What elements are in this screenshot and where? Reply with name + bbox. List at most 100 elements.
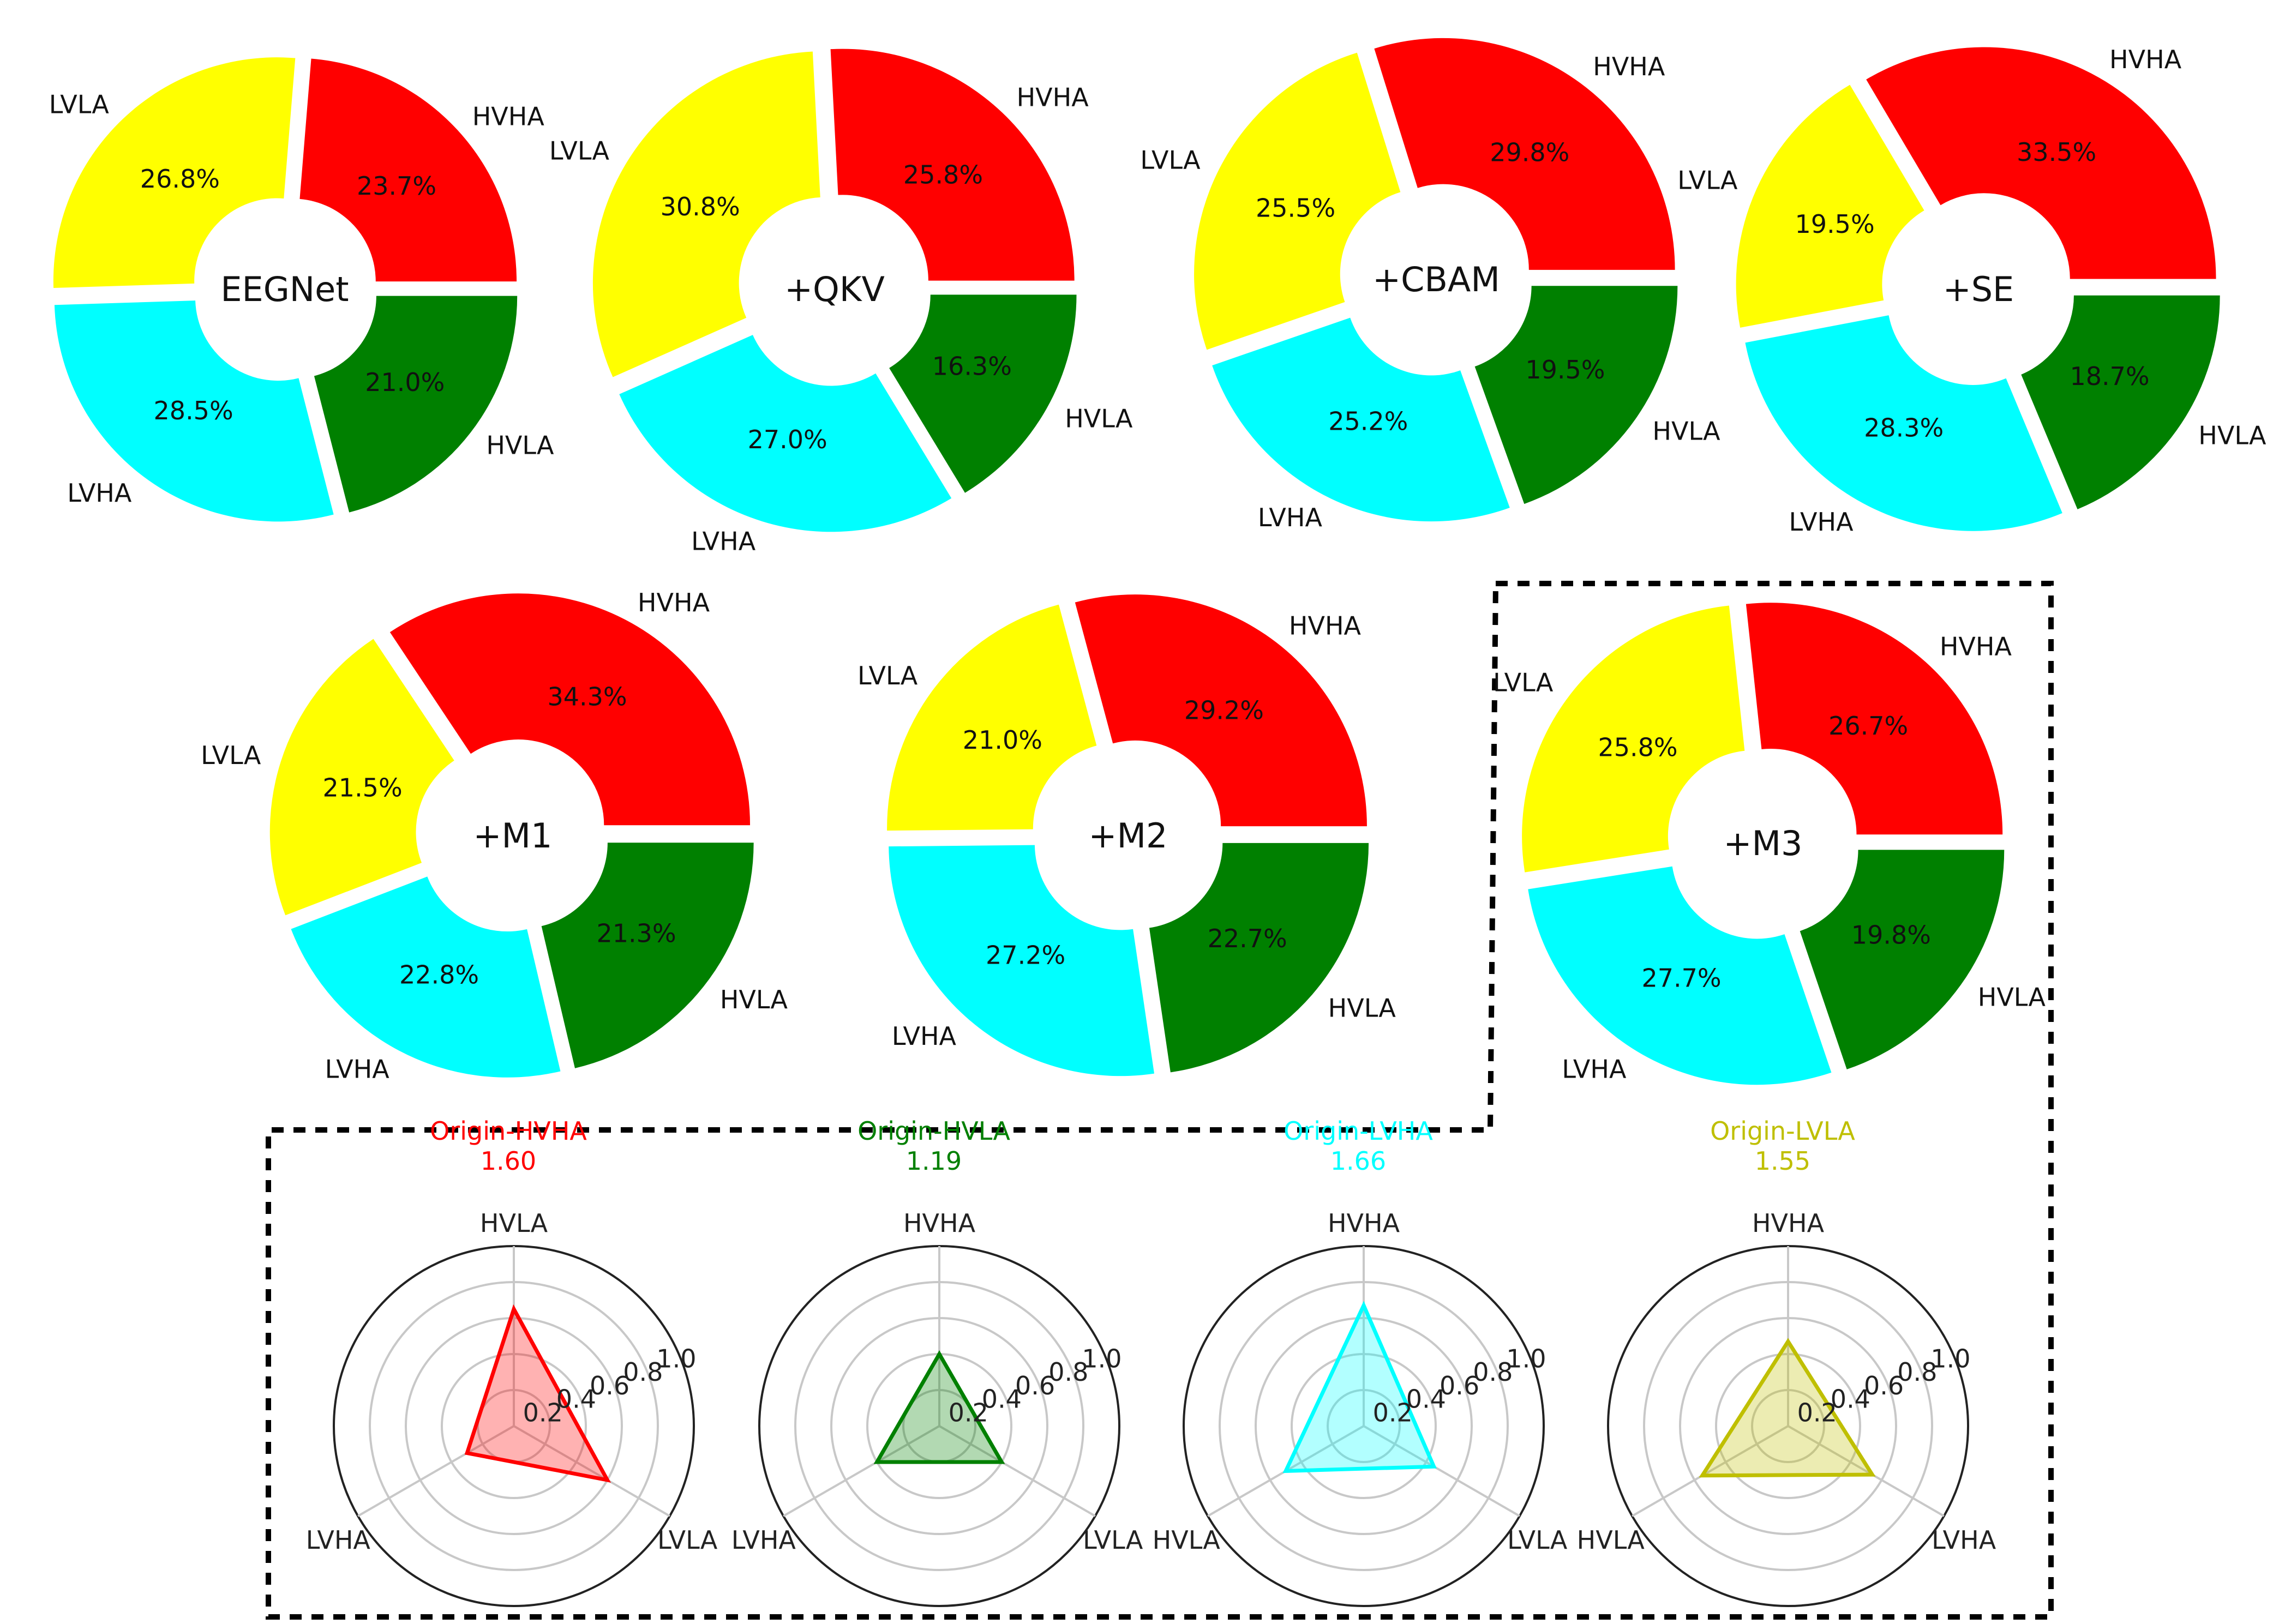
- pie-chart-4: 33.5% HVHA 19.5% LVLA 28.3% LVHA 18.7% HVLA +SE: [1677, 45, 2266, 537]
- pie-chart-1: 23.7% HVHA 26.8% LVLA 28.5% LVHA 21.0% HVLA EEGN…: [49, 57, 554, 522]
- pie-category-label: HVLA: [486, 430, 554, 460]
- pie-slice-hvha: [1866, 47, 2216, 279]
- pie-category-label: HVLA: [1978, 982, 2046, 1012]
- pie-chart-2: 25.8% HVHA 30.8% LVLA 27.0% LVHA 16.3% HVLA +QKV: [549, 49, 1133, 556]
- pie-slice-hvla: [1800, 850, 2005, 1069]
- radar-title: Origin-LVLA: [1710, 1116, 1855, 1146]
- pie-value-label: 27.2%: [986, 941, 1065, 970]
- radar-tick-label: 0.2: [1797, 1398, 1837, 1427]
- radar-tick-label: 0.8: [1048, 1357, 1088, 1387]
- radar-chart-4: 0.20.40.60.81.0 HVHA HVLA LVHA Origin-LVLA1.…: [1577, 1116, 1996, 1607]
- pie-category-label: HVLA: [1328, 994, 1396, 1023]
- pie-slice-lvha: [619, 335, 952, 532]
- radar-chart-3: 0.20.40.60.81.0 HVHA HVLA LVLA Origin-LVHA1.…: [1153, 1116, 1568, 1607]
- radar-data-polygon: [1282, 1301, 1437, 1473]
- pie-slice-hvla: [889, 294, 1077, 493]
- radar-data-polygon: [873, 1350, 1005, 1464]
- pie-category-label: HVLA: [1652, 417, 1720, 446]
- radar-tick-label: 0.2: [1373, 1398, 1413, 1427]
- radar-axis-label: LVLA: [1507, 1525, 1568, 1555]
- pie-slice-lvla: [1522, 605, 1745, 873]
- pie-slice-lvla: [887, 604, 1097, 831]
- pie-category-label: LVHA: [1789, 507, 1854, 537]
- pie-category-label: LVLA: [1140, 145, 1201, 175]
- pie-category-label: LVLA: [201, 741, 261, 770]
- radar-title: Origin-HVHA: [430, 1116, 587, 1146]
- pie-value-label: 19.5%: [1525, 355, 1605, 384]
- radar-axis-label: HVHA: [903, 1208, 976, 1238]
- pie-category-label: LVLA: [549, 136, 610, 166]
- pie-value-label: 25.5%: [1256, 194, 1335, 223]
- radar-spoke: [1363, 1425, 1520, 1517]
- pie-category-label: LVLA: [49, 89, 110, 119]
- pie-chart-3: 29.8% HVHA 25.5% LVLA 25.2% LVHA 19.5% HVLA +CBA…: [1140, 38, 1720, 532]
- pie-value-label: 34.3%: [547, 682, 627, 711]
- radar-tick-label: 0.4: [1831, 1385, 1870, 1414]
- pie-category-label: LVHA: [1258, 503, 1323, 532]
- radar-data-polygon: [1699, 1338, 1876, 1478]
- pie-slice-lvha: [889, 845, 1154, 1076]
- pie-slice-lvla: [592, 51, 820, 377]
- radar-score: 1.19: [906, 1146, 962, 1176]
- radar-spoke: [938, 1425, 1096, 1517]
- radar-title: Origin-HVLA: [857, 1116, 1010, 1146]
- pie-category-label: HVHA: [1593, 52, 1665, 81]
- radar-spoke: [783, 1425, 940, 1517]
- pie-value-label: 33.5%: [2017, 137, 2096, 167]
- pie-value-label: 21.3%: [596, 918, 676, 948]
- radar-spoke: [513, 1425, 670, 1517]
- radar-tick-label: 0.4: [982, 1385, 1022, 1414]
- radar-tick-label: 0.2: [949, 1398, 988, 1427]
- pie-category-label: LVLA: [1677, 166, 1738, 195]
- pie-chart-7: 26.7% HVHA 25.8% LVLA 27.7% LVHA 19.8% HVLA +M3: [1493, 603, 2046, 1085]
- pie-slice-hvha: [1746, 603, 2003, 835]
- radar-axis-label: LVHA: [1932, 1525, 1996, 1555]
- radar-tick-label: 1.0: [1082, 1344, 1121, 1373]
- pie-value-label: 28.3%: [1864, 413, 1944, 443]
- radar-axis-label: HVLA: [1577, 1525, 1645, 1555]
- pie-slice-lvla: [269, 639, 454, 916]
- radar-spoke: [357, 1425, 514, 1517]
- pie-slice-hvla: [1474, 286, 1678, 504]
- pie-slice-hvha: [1075, 594, 1367, 827]
- pie-category-label: HVHA: [2109, 45, 2182, 74]
- pie-category-label: HVLA: [1065, 404, 1133, 434]
- radar-score: 1.60: [481, 1146, 536, 1176]
- pie-category-label: HVHA: [638, 588, 710, 617]
- radar-data-polygon: [464, 1304, 611, 1483]
- pie-slice-hvha: [1374, 38, 1675, 270]
- pie-center-title: EEGNet: [220, 269, 349, 309]
- pie-category-label: HVHA: [1940, 632, 2012, 661]
- radar-score: 1.55: [1755, 1146, 1810, 1176]
- radar-axis-label: LVHA: [731, 1525, 796, 1555]
- pie-value-label: 30.8%: [661, 192, 740, 221]
- charts-layer: 23.7% HVHA 26.8% LVLA 28.5% LVHA 21.0% HVLA EEGN…: [49, 38, 2266, 1607]
- pie-value-label: 25.2%: [1328, 407, 1408, 436]
- radar-tick-label: 0.2: [523, 1398, 563, 1427]
- radar-tick-label: 0.8: [1897, 1357, 1937, 1387]
- pie-slice-hvha: [299, 58, 517, 282]
- pie-category-label: HVHA: [1017, 83, 1089, 112]
- pie-value-label: 19.8%: [1851, 920, 1931, 949]
- radar-tick-label: 0.8: [1473, 1357, 1513, 1387]
- pie-value-label: 22.8%: [399, 960, 479, 990]
- radar-axis-label: LVLA: [657, 1525, 718, 1555]
- radar-tick-label: 0.6: [1864, 1371, 1904, 1400]
- pie-category-label: LVHA: [892, 1021, 957, 1051]
- pie-slice-hvha: [389, 593, 751, 826]
- pie-value-label: 29.8%: [1490, 137, 1569, 167]
- pie-slice-lvla: [1736, 85, 1924, 328]
- radar-tick-label: 1.0: [1506, 1344, 1546, 1373]
- radar-axis-label: HVHA: [1328, 1208, 1400, 1238]
- pie-value-label: 18.7%: [2070, 362, 2149, 391]
- pie-chart-6: 29.2% HVHA 21.0% LVLA 27.2% LVHA 22.7% HVLA +M2: [857, 594, 1396, 1076]
- pie-category-label: HVLA: [2198, 421, 2266, 450]
- pie-value-label: 26.7%: [1828, 711, 1908, 741]
- pie-center-title: +QKV: [784, 269, 885, 309]
- pie-value-label: 28.5%: [154, 396, 233, 425]
- pie-value-label: 27.7%: [1641, 963, 1721, 993]
- pie-chart-5: 34.3% HVHA 21.5% LVLA 22.8% LVHA 21.3% HVLA +M1: [201, 588, 788, 1084]
- pie-slice-lvha: [1528, 866, 1832, 1085]
- pie-value-label: 26.8%: [140, 164, 220, 194]
